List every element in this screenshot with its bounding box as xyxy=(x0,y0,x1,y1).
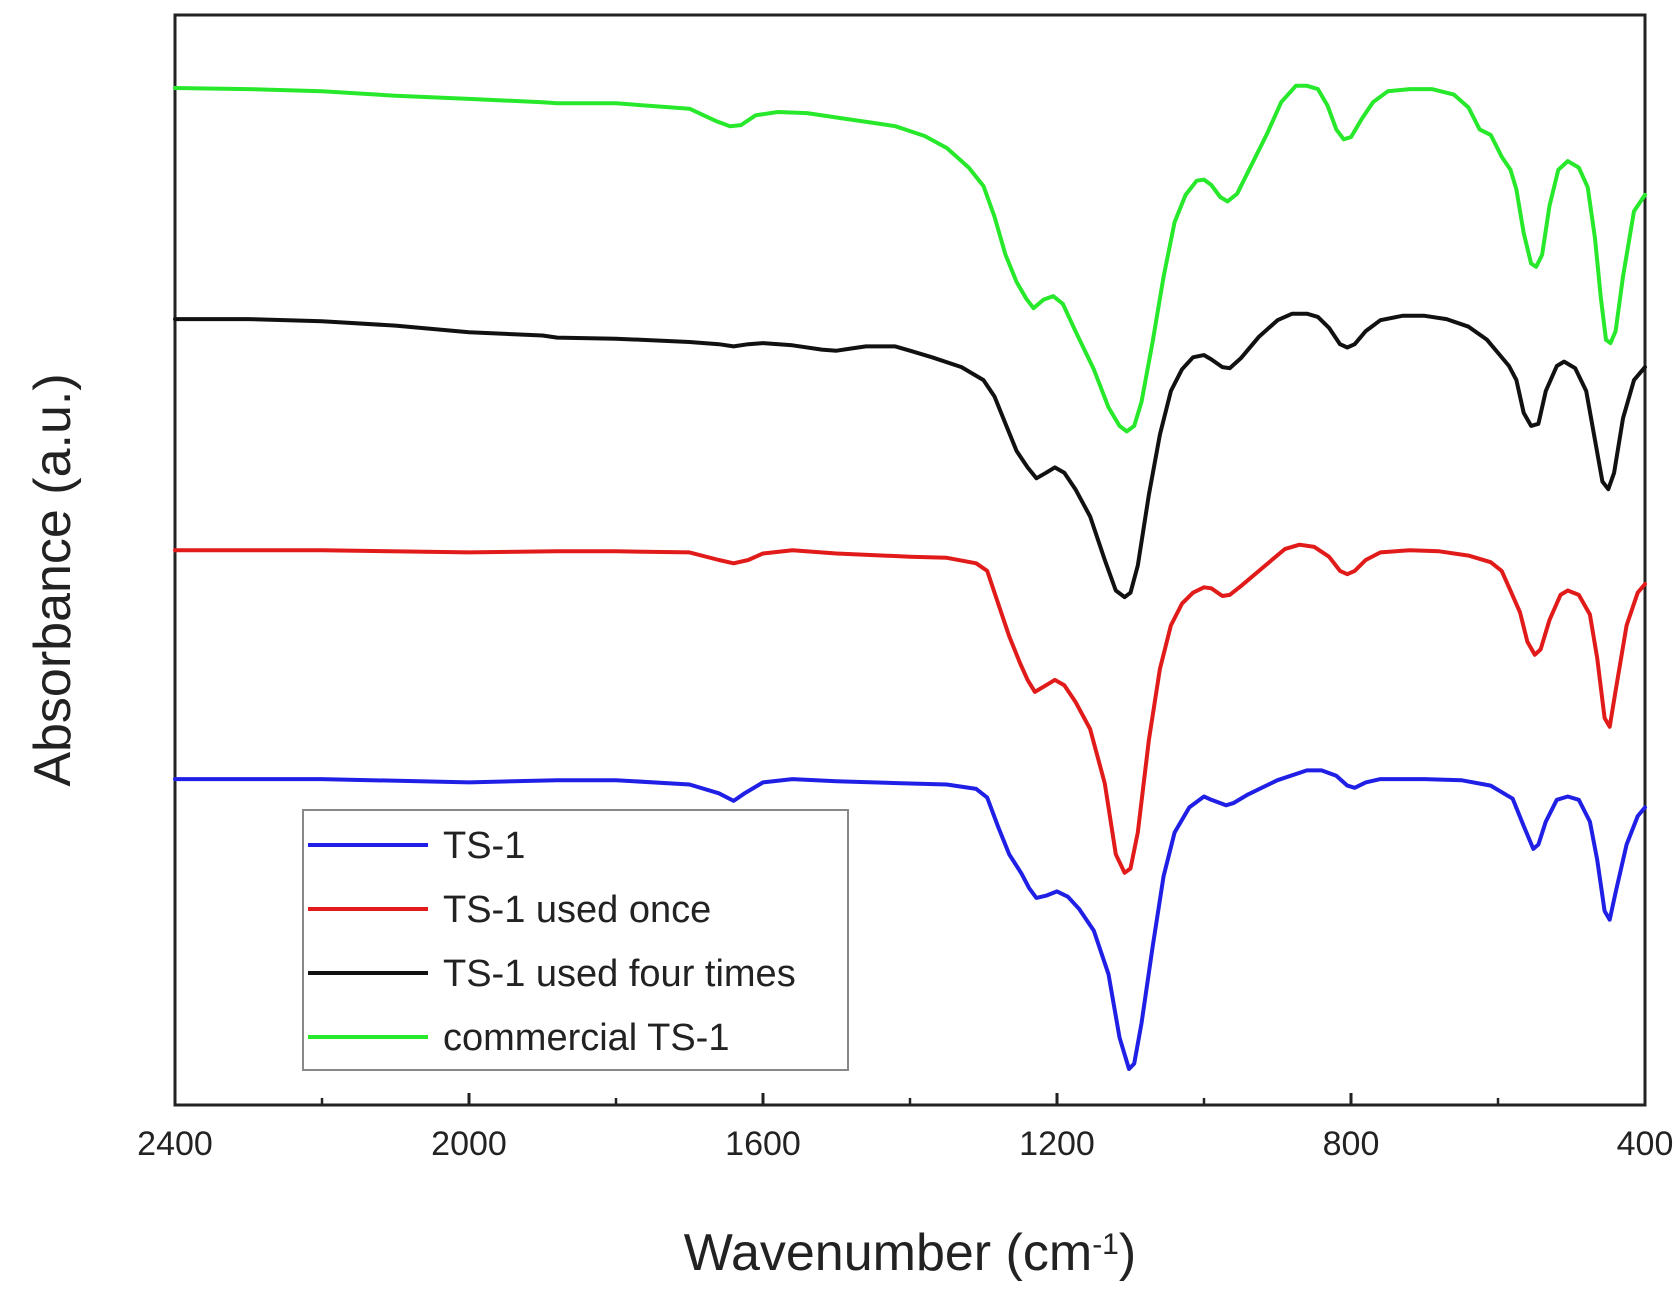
x-tick-label: 2400 xyxy=(137,1125,213,1163)
x-axis-label: Wavenumber (cm-1) xyxy=(684,1224,1136,1282)
x-tick-label: 1200 xyxy=(1019,1125,1095,1163)
legend-label: TS-1 xyxy=(443,825,525,867)
legend-label: TS-1 used once xyxy=(443,889,711,931)
x-axis-label-superscript: -1 xyxy=(1092,1228,1119,1261)
y-axis-label: Absorbance (a.u.) xyxy=(24,373,82,786)
series-line-ts-1-used-once xyxy=(173,542,1647,875)
x-axis-ticks: 2400 2000 1600 1200 800 400 xyxy=(137,1093,1673,1163)
x-tick-label: 1600 xyxy=(725,1125,801,1163)
x-axis-label-close: ) xyxy=(1119,1224,1136,1282)
legend-items: TS-1 TS-1 used once TS-1 used four times co… xyxy=(308,825,796,1059)
series-line-commercial-ts-1 xyxy=(173,83,1647,434)
series-line-ts-1 xyxy=(173,768,1647,1071)
x-tick-label: 800 xyxy=(1323,1125,1380,1163)
x-tick-label: 400 xyxy=(1617,1125,1674,1163)
series-line-ts-1-used-four-times xyxy=(173,311,1647,600)
legend-box xyxy=(302,809,849,1071)
series-layer xyxy=(173,83,1647,1071)
x-tick-label: 2000 xyxy=(431,1125,507,1163)
legend: TS-1 TS-1 used once TS-1 used four times co… xyxy=(302,809,849,1071)
legend-label: commercial TS-1 xyxy=(443,1017,729,1059)
x-axis-label-main: Wavenumber (cm xyxy=(684,1224,1092,1282)
legend-label: TS-1 used four times xyxy=(443,953,796,995)
